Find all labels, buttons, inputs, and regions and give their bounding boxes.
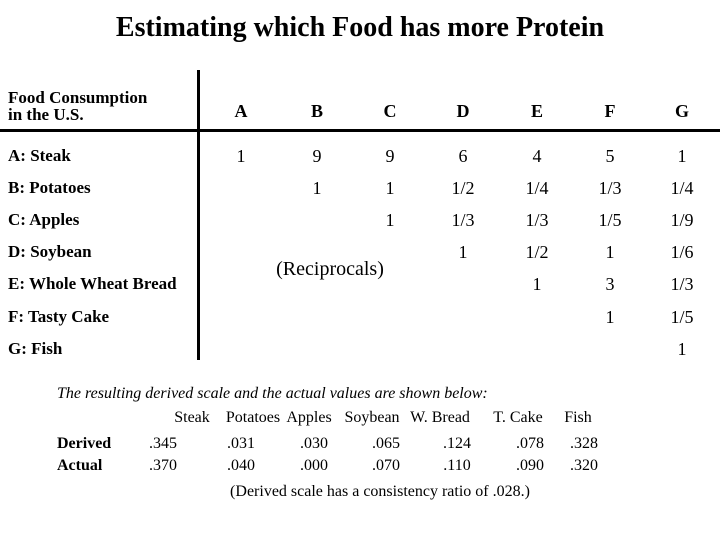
derived-value: .065 — [372, 435, 400, 452]
actual-value: .040 — [227, 457, 255, 474]
matrix-cell: 1/4 — [670, 178, 694, 198]
actual-value: .000 — [300, 457, 328, 474]
derived-value: .124 — [443, 435, 471, 452]
food-label-fish: Fish — [564, 409, 592, 426]
matrix-cell: 1/2 — [451, 178, 475, 198]
reciprocals-note: (Reciprocals) — [276, 258, 384, 280]
matrix-cell: 1/4 — [525, 178, 549, 198]
matrix-cell: 1/6 — [670, 242, 694, 262]
derived-row-label: Derived — [57, 435, 112, 452]
matrix-cell: 1/3 — [451, 210, 475, 230]
matrix-cell: 1/3 — [670, 274, 694, 294]
food-label-soybean: Soybean — [344, 409, 400, 426]
food-label-t-cake: T. Cake — [493, 409, 543, 426]
matrix-col-header-g: G — [674, 101, 690, 121]
matrix-cell: 1 — [385, 178, 395, 198]
matrix-col-header-b: B — [310, 101, 324, 121]
matrix-divider-horizontal — [0, 129, 720, 132]
derived-value: .078 — [516, 435, 544, 452]
matrix-cell: 1/3 — [598, 178, 622, 198]
matrix-cell: 1/9 — [670, 210, 694, 230]
matrix-row-label: C: Apples — [8, 210, 80, 229]
matrix-cell: 4 — [532, 146, 542, 166]
actual-row-label: Actual — [57, 457, 103, 474]
food-label-steak: Steak — [174, 409, 210, 426]
consistency-note: (Derived scale has a consistency ratio o… — [230, 483, 530, 500]
matrix-row-label: A: Steak — [8, 146, 71, 165]
matrix-row-whole-wheat-bread: E: Whole Wheat Bread 1 3 1/3 — [0, 274, 720, 296]
matrix-col-header-f: F — [604, 101, 616, 121]
actual-value: .090 — [516, 457, 544, 474]
matrix-cell: 5 — [605, 146, 615, 166]
matrix-cell: 1/5 — [598, 210, 622, 230]
matrix-cell: 1 — [677, 146, 687, 166]
matrix-row-label: B: Potatoes — [8, 178, 91, 197]
derived-value: .328 — [570, 435, 598, 452]
matrix-row-label: D: Soybean — [8, 242, 92, 261]
derived-value: .345 — [149, 435, 177, 452]
matrix-row-tasty-cake: F: Tasty Cake 1 1/5 — [0, 307, 720, 329]
actual-values-row: Actual .370 .040 .000 .070 .110 .090 .32… — [0, 457, 720, 477]
matrix-col-header-a: A — [234, 101, 248, 121]
actual-value: .070 — [372, 457, 400, 474]
matrix-cell: 1/2 — [525, 242, 549, 262]
matrix-col-header-e: E — [530, 101, 544, 121]
matrix-cell: 1 — [532, 274, 542, 294]
derived-values-row: Derived .345 .031 .030 .065 .124 .078 .3… — [0, 435, 720, 455]
matrix-cell: 1 — [677, 339, 687, 359]
matrix-cell: 1 — [312, 178, 322, 198]
food-label-w-bread: W. Bread — [410, 409, 470, 426]
derived-intro-text: The resulting derived scale and the actu… — [57, 385, 488, 402]
matrix-row-label: E: Whole Wheat Bread — [8, 274, 177, 293]
matrix-cell: 1 — [458, 242, 468, 262]
derived-value: .031 — [227, 435, 255, 452]
matrix-row-apples: C: Apples 1 1/3 1/3 1/5 1/9 — [0, 210, 720, 232]
derived-value: .030 — [300, 435, 328, 452]
matrix-cell: 1 — [605, 307, 615, 327]
slide-title: Estimating which Food has more Protein — [115, 12, 605, 43]
matrix-divider-vertical — [197, 70, 200, 360]
matrix-cell: 9 — [385, 146, 395, 166]
food-label-potatoes: Potatoes — [225, 409, 281, 426]
matrix-cell: 1 — [236, 146, 246, 166]
matrix-corner-label: Food Consumption in the U.S. — [8, 88, 148, 124]
derived-food-labels: Steak Potatoes Apples Soybean W. Bread T… — [0, 409, 720, 429]
matrix-column-headers: A B C D E F G — [0, 101, 720, 123]
matrix-cell: 1 — [385, 210, 395, 230]
matrix-cell: 6 — [458, 146, 468, 166]
matrix-row-steak: A: Steak 1 9 9 6 4 5 1 — [0, 146, 720, 168]
matrix-row-soybean: D: Soybean 1 1/2 1 1/6 — [0, 242, 720, 264]
actual-value: .110 — [443, 457, 471, 474]
matrix-cell: 9 — [312, 146, 322, 166]
matrix-row-label: F: Tasty Cake — [8, 307, 110, 326]
matrix-row-potatoes: B: Potatoes 1 1 1/2 1/4 1/3 1/4 — [0, 178, 720, 200]
matrix-col-header-d: D — [456, 101, 470, 121]
matrix-cell: 1/3 — [525, 210, 549, 230]
matrix-cell: 1/5 — [670, 307, 694, 327]
matrix-row-fish: G: Fish 1 — [0, 339, 720, 361]
actual-value: .370 — [149, 457, 177, 474]
food-label-apples: Apples — [286, 409, 332, 426]
matrix-col-header-c: C — [383, 101, 397, 121]
actual-value: .320 — [570, 457, 598, 474]
matrix-cell: 3 — [605, 274, 615, 294]
matrix-row-label: G: Fish — [8, 339, 63, 358]
matrix-cell: 1 — [605, 242, 615, 262]
